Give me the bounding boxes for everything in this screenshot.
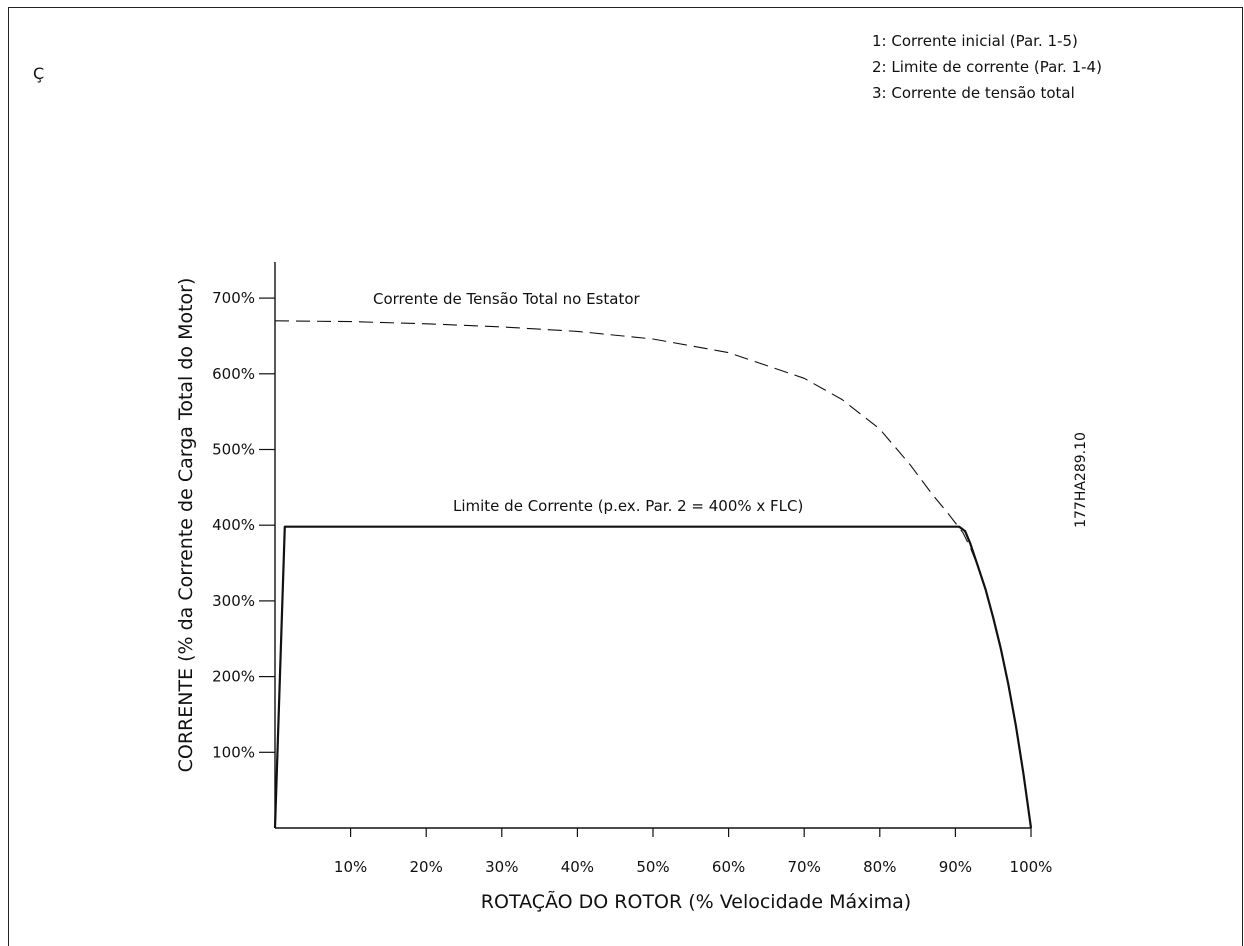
x-tick-label: 20% bbox=[410, 858, 443, 876]
ticks: 10% 20% 30% 40% 50% 60% 70% 80% 90% 100% 100% 200% 3… bbox=[212, 289, 1052, 876]
y-tick-label: 700% bbox=[212, 289, 255, 307]
x-tick-label: 10% bbox=[334, 858, 367, 876]
series-layer bbox=[273, 320, 1033, 829]
y-tick-label: 500% bbox=[212, 441, 255, 459]
x-tick-label: 90% bbox=[939, 858, 972, 876]
x-tick-label: 80% bbox=[863, 858, 896, 876]
figure-id: 177HA289.10 bbox=[1073, 432, 1089, 528]
legend-item-1: 1: Corrente inicial (Par. 1-5) bbox=[872, 32, 1078, 50]
figure-frame bbox=[8, 7, 1243, 946]
y-tick-label: 200% bbox=[212, 668, 255, 686]
x-tick-label: 60% bbox=[712, 858, 745, 876]
y-tick-label: 400% bbox=[212, 516, 255, 534]
axes bbox=[274, 262, 1031, 829]
series-label-current-limit: Limite de Corrente (p.ex. Par. 2 = 400% … bbox=[453, 497, 803, 515]
legend-item-3: 3: Corrente de tensão total bbox=[872, 84, 1075, 102]
legend-item-2: 2: Limite de corrente (Par. 1-4) bbox=[872, 58, 1102, 76]
series-label-full-voltage: Corrente de Tensão Total no Estator bbox=[373, 290, 641, 308]
series-current-limit bbox=[273, 525, 1033, 829]
stray-character: Ç bbox=[33, 64, 45, 83]
x-axis-label: ROTAÇÃO DO ROTOR (% Velocidade Máxima) bbox=[481, 890, 911, 913]
series-full-voltage-current bbox=[274, 320, 1032, 829]
y-tick-label: 100% bbox=[212, 743, 255, 761]
x-tick-label: 40% bbox=[561, 858, 594, 876]
x-tick-label: 100% bbox=[1010, 858, 1053, 876]
x-tick-label: 30% bbox=[485, 858, 518, 876]
x-tick-label: 50% bbox=[636, 858, 669, 876]
y-tick-label: 600% bbox=[212, 365, 255, 383]
legend: 1: Corrente inicial (Par. 1-5) 2: Limite… bbox=[872, 28, 1102, 106]
x-tick-label: 70% bbox=[788, 858, 821, 876]
y-axis-label: CORRENTE (% da Corrente de Carga Total d… bbox=[175, 278, 197, 773]
y-tick-label: 300% bbox=[212, 592, 255, 610]
